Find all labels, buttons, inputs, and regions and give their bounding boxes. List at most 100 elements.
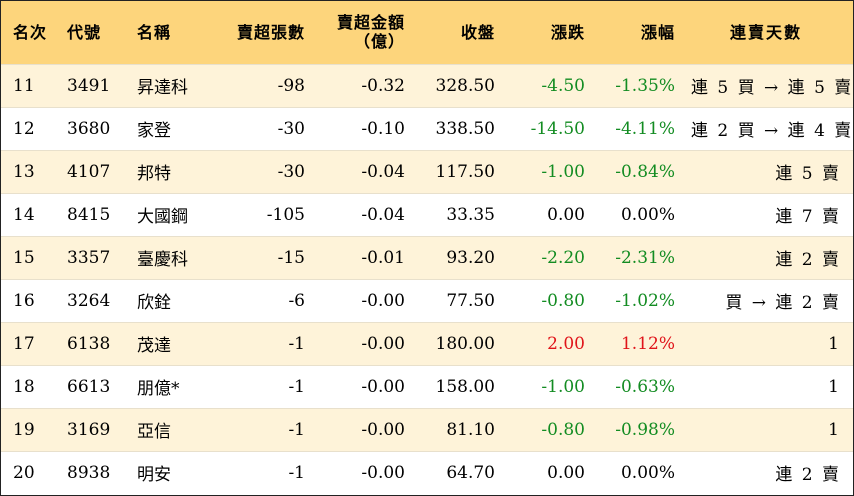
cell-streak: 連 2 賣 bbox=[775, 465, 841, 486]
cell-name: 朋億* bbox=[137, 379, 180, 399]
cell-change-pct: -1.35% bbox=[615, 75, 675, 96]
cell-change-pct: 1.12% bbox=[620, 333, 675, 354]
cell-streak: 連 7 賣 bbox=[775, 207, 841, 227]
cell-change-pct: 0.00% bbox=[620, 462, 675, 483]
cell-name: 臺慶科 bbox=[137, 250, 188, 270]
header-name: 名稱 bbox=[137, 22, 172, 42]
header-net-sell-lots: 賣超張數 bbox=[236, 22, 305, 42]
cell-streak: 連 5 買 → 連 5 賣 bbox=[691, 78, 854, 98]
table-row: 16 3264 欣銓 -6 -0.00 77.50 -0.80 -1.02% 買 → 連 2 賣 bbox=[1, 279, 853, 322]
cell-net-sell-amount: -0.00 bbox=[361, 419, 405, 440]
cell-net-sell-lots: -30 bbox=[277, 118, 305, 139]
cell-rank: 18 bbox=[13, 376, 35, 397]
cell-net-sell-lots: -15 bbox=[277, 247, 305, 268]
table-row: 14 8415 大國鋼 -105 -0.04 33.35 0.00 0.00% 連 7 賣 bbox=[1, 193, 853, 236]
cell-rank: 16 bbox=[13, 290, 35, 311]
table-row: 11 3491 昇達科 -98 -0.32 328.50 -4.50 -1.35% 連 5 買 … bbox=[1, 64, 853, 107]
cell-net-sell-lots: -105 bbox=[266, 204, 305, 225]
cell-code: 6613 bbox=[67, 376, 111, 397]
cell-name: 邦特 bbox=[137, 164, 171, 184]
cell-net-sell-amount: -0.04 bbox=[361, 204, 405, 225]
table-row: 18 6613 朋億* -1 -0.00 158.00 -1.00 -0.63% 1 bbox=[1, 365, 853, 408]
cell-close: 180.00 bbox=[435, 333, 495, 354]
cell-close: 64.70 bbox=[446, 462, 495, 483]
table-row: 17 6138 茂達 -1 -0.00 180.00 2.00 1.12% 1 bbox=[1, 322, 853, 365]
cell-name: 亞信 bbox=[137, 422, 171, 442]
table-row: 20 8938 明安 -1 -0.00 64.70 0.00 0.00% 連 2 賣 bbox=[1, 451, 853, 494]
cell-net-sell-lots: -1 bbox=[288, 333, 305, 354]
cell-change-pct: -1.02% bbox=[615, 290, 675, 311]
cell-rank: 17 bbox=[13, 333, 35, 354]
table-row: 12 3680 家登 -30 -0.10 338.50 -14.50 -4.11% 連 2 買 … bbox=[1, 107, 853, 150]
cell-close: 158.00 bbox=[435, 376, 495, 397]
header-row: 名次 代號 名稱 賣超張數 賣超金額 （億） 收盤 漲跌 漲幅 連賣天數 bbox=[1, 1, 853, 64]
cell-name: 茂達 bbox=[137, 336, 171, 356]
cell-change: -0.80 bbox=[541, 290, 585, 311]
table-row: 15 3357 臺慶科 -15 -0.01 93.20 -2.20 -2.31% 連 2 賣 bbox=[1, 236, 853, 279]
cell-rank: 20 bbox=[13, 462, 35, 483]
cell-streak: 1 bbox=[828, 419, 841, 440]
cell-name: 昇達科 bbox=[137, 78, 188, 98]
cell-name: 明安 bbox=[137, 465, 171, 486]
header-close: 收盤 bbox=[460, 22, 495, 42]
cell-code: 8938 bbox=[67, 462, 111, 483]
header-code: 代號 bbox=[67, 22, 102, 42]
table-row: 13 4107 邦特 -30 -0.04 117.50 -1.00 -0.84% 連 5 賣 bbox=[1, 150, 853, 193]
cell-net-sell-amount: -0.00 bbox=[361, 376, 405, 397]
cell-change-pct: 0.00% bbox=[620, 204, 675, 225]
cell-rank: 12 bbox=[13, 118, 35, 139]
cell-net-sell-lots: -1 bbox=[288, 462, 305, 483]
cell-code: 3357 bbox=[67, 247, 111, 268]
cell-change-pct: -0.98% bbox=[615, 419, 675, 440]
cell-net-sell-amount: -0.00 bbox=[361, 333, 405, 354]
cell-change: -1.00 bbox=[541, 161, 585, 182]
cell-code: 3491 bbox=[67, 75, 111, 96]
cell-change: -4.50 bbox=[541, 75, 585, 96]
cell-net-sell-amount: -0.00 bbox=[361, 290, 405, 311]
cell-close: 93.20 bbox=[446, 247, 495, 268]
cell-close: 117.50 bbox=[435, 161, 495, 182]
cell-rank: 19 bbox=[13, 419, 35, 440]
cell-close: 328.50 bbox=[435, 75, 495, 96]
header-change-pct: 漲幅 bbox=[640, 22, 675, 42]
cell-change: 0.00 bbox=[547, 462, 585, 483]
cell-change-pct: -2.31% bbox=[615, 247, 675, 268]
cell-net-sell-amount: -0.04 bbox=[361, 161, 405, 182]
cell-change-pct: -0.84% bbox=[615, 161, 675, 182]
cell-net-sell-lots: -1 bbox=[288, 419, 305, 440]
cell-net-sell-amount: -0.01 bbox=[361, 247, 405, 268]
cell-change-pct: -4.11% bbox=[615, 118, 675, 139]
cell-net-sell-lots: -98 bbox=[277, 75, 305, 96]
cell-streak: 連 2 買 → 連 4 賣 bbox=[691, 121, 854, 141]
cell-code: 3169 bbox=[67, 419, 111, 440]
cell-code: 8415 bbox=[67, 204, 111, 225]
cell-close: 338.50 bbox=[435, 118, 495, 139]
cell-close: 77.50 bbox=[446, 290, 495, 311]
cell-streak: 連 2 賣 bbox=[775, 250, 841, 270]
header-rank: 名次 bbox=[13, 22, 48, 42]
cell-net-sell-amount: -0.32 bbox=[361, 75, 405, 96]
cell-name: 欣銓 bbox=[137, 293, 171, 313]
cell-streak: 1 bbox=[828, 333, 841, 354]
cell-net-sell-lots: -30 bbox=[277, 161, 305, 182]
cell-net-sell-lots: -6 bbox=[288, 290, 305, 311]
header-net-sell-amount-unit: （億） bbox=[353, 32, 405, 52]
cell-name: 大國鋼 bbox=[137, 207, 188, 227]
cell-change-pct: -0.63% bbox=[615, 376, 675, 397]
cell-close: 81.10 bbox=[446, 419, 495, 440]
cell-close: 33.35 bbox=[446, 204, 495, 225]
cell-net-sell-lots: -1 bbox=[288, 376, 305, 397]
cell-code: 4107 bbox=[67, 161, 111, 182]
header-streak: 連賣天數 bbox=[729, 22, 802, 42]
cell-rank: 13 bbox=[13, 161, 35, 182]
cell-code: 3264 bbox=[67, 290, 111, 311]
cell-name: 家登 bbox=[137, 121, 171, 141]
cell-rank: 11 bbox=[13, 75, 35, 96]
cell-change: -14.50 bbox=[530, 118, 585, 139]
header-net-sell-amount: 賣超金額 （億） bbox=[313, 1, 413, 64]
cell-rank: 14 bbox=[13, 204, 35, 225]
table-body: 11 3491 昇達科 -98 -0.32 328.50 -4.50 -1.35% 連 5 買 … bbox=[1, 64, 853, 494]
header-change: 漲跌 bbox=[550, 22, 585, 42]
cell-code: 6138 bbox=[67, 333, 111, 354]
